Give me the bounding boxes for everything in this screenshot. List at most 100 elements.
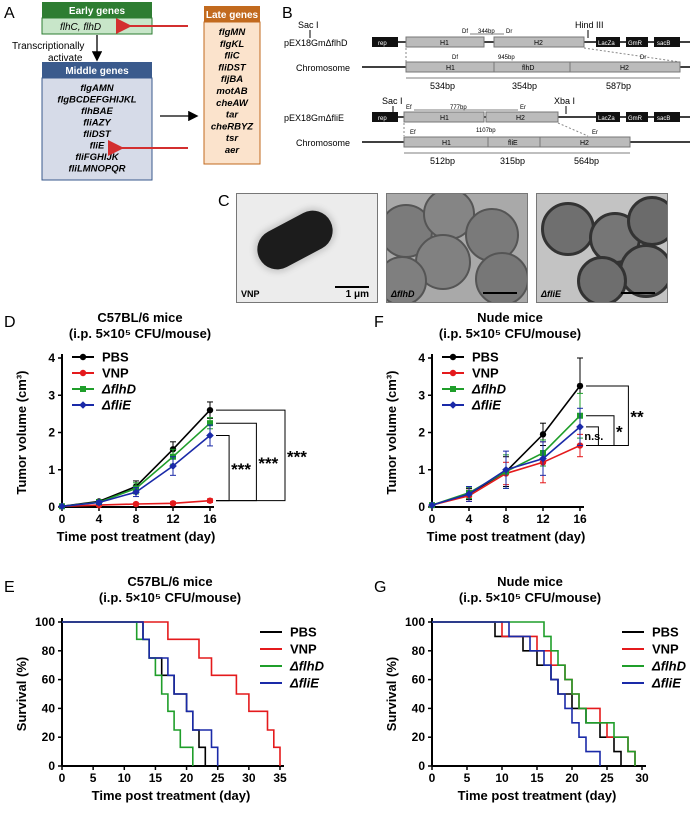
- legend-label: ΔflhD: [471, 382, 507, 397]
- series-ΔflhD: [62, 621, 194, 766]
- y-tick-label: 4: [48, 351, 55, 365]
- legend-label: ΔfliE: [651, 676, 681, 691]
- legend-label: PBS: [290, 625, 317, 640]
- legend-label: ΔfliE: [471, 398, 501, 413]
- y-tick-label: 100: [405, 615, 425, 629]
- site-xbai: Xba I: [554, 96, 575, 106]
- data-point: [95, 498, 103, 507]
- legend-marker: [79, 401, 87, 409]
- x-tick-label: 8: [133, 512, 140, 526]
- late-gene-aer: aer: [225, 145, 241, 156]
- block-h1-1: H1: [440, 40, 449, 47]
- micrograph-label-flie: ΔfliE: [541, 289, 562, 299]
- legend-label: ΔfliE: [101, 398, 131, 413]
- scale-bar-flhd: [483, 292, 517, 294]
- transcription-label-1: Transcriptionally: [12, 41, 84, 52]
- legend-label: PBS: [652, 625, 679, 640]
- legend-marker: [449, 401, 457, 409]
- legend: PBS VNP ΔflhD ΔfliE: [622, 625, 687, 691]
- x-axis-label: Time post treatment (day): [57, 529, 216, 544]
- late-gene-fliDST: fliDST: [218, 62, 247, 73]
- block-sacb-1: sacB: [657, 41, 670, 47]
- legend-label: ΔflhD: [651, 659, 687, 674]
- y-tick-label: 0: [48, 759, 55, 773]
- bracket: [216, 409, 286, 502]
- primer-df-1: Df: [462, 29, 468, 35]
- early-genes-list: flhC, flhD: [60, 22, 101, 33]
- middle-gene-flgAMN: flgAMN: [80, 83, 114, 94]
- chrom-flie: fliE: [508, 140, 518, 147]
- y-axis-label: Tumor volume (cm³): [14, 371, 29, 495]
- x-tick-label: 0: [59, 512, 66, 526]
- len-315: 315bp: [500, 156, 525, 166]
- data-point: [539, 454, 547, 463]
- x-tick-label: 25: [600, 771, 614, 785]
- middle-gene-fliLMNOPQR: fliLMNOPQR: [69, 164, 126, 175]
- y-axis-label: Tumor volume (cm³): [384, 371, 399, 495]
- bracket: [216, 434, 230, 502]
- x-axis-label: Time post treatment (day): [92, 788, 251, 803]
- scale-bar: [335, 286, 369, 288]
- middle-genes-title: Middle genes: [65, 66, 129, 77]
- bracket: [586, 385, 629, 447]
- chart-f: Nude mice(i.p. 5×10⁵ CFU/mouse)0 4 8 12 1601…: [384, 310, 644, 544]
- survival-curve-VNP: [432, 621, 636, 766]
- x-tick-label: 8: [503, 512, 510, 526]
- early-genes-title: Early genes: [69, 6, 126, 17]
- site-saci-2: Sac I: [382, 96, 403, 106]
- y-tick-label: 60: [412, 673, 426, 687]
- late-gene-fljBA: fljBA: [221, 74, 243, 85]
- data-point: [132, 500, 140, 508]
- panel-letter-f: F: [374, 314, 384, 331]
- micrograph-flhd: ΔflhD: [386, 193, 528, 303]
- panel-letter-g: G: [374, 579, 386, 596]
- panel-letter-e: E: [4, 579, 15, 596]
- primer-ef-1: Ef: [406, 105, 412, 111]
- panel-a: Early genes flhC, flhD Transcriptionally…: [12, 2, 261, 181]
- series-VNP: [62, 621, 281, 766]
- late-gene-flgMN: flgMN: [219, 27, 247, 38]
- micrograph-label-vnp: VNP: [241, 289, 260, 299]
- data-point: [465, 490, 473, 498]
- legend-marker: [449, 369, 457, 377]
- middle-gene-fliE: fliE: [90, 141, 105, 152]
- legend: PBS VNP ΔflhD ΔfliE: [260, 625, 325, 691]
- y-tick-label: 20: [42, 730, 56, 744]
- dist-945: 945bp: [498, 55, 515, 61]
- legend-marker: [449, 353, 457, 361]
- chart-e: C57BL/6 mice(i.p. 5×10⁵ CFU/mouse) 0 5 10 15…: [14, 574, 325, 803]
- data-point: [428, 501, 436, 509]
- middle-gene-flgBCDEFGHIJKL: flgBCDEFGHIJKL: [57, 95, 136, 106]
- y-tick-label: 40: [42, 701, 56, 715]
- data-point: [502, 465, 510, 474]
- micrograph-flie: ΔfliE: [536, 193, 668, 303]
- late-gene-flgKL: flgKL: [220, 39, 244, 50]
- x-tick-label: 5: [464, 771, 471, 785]
- series-VNP: [432, 621, 636, 766]
- chromosome-label-2: Chromosome: [296, 138, 350, 148]
- charts: C57BL/6 mice(i.p. 5×10⁵ CFU/mouse)0 4 8 12 1…: [14, 310, 687, 803]
- y-tick-label: 1: [418, 463, 425, 477]
- dist-1107: 1107bp: [476, 128, 496, 134]
- x-tick-label: 10: [495, 771, 509, 785]
- data-point: [132, 488, 140, 496]
- primer-dr-1: Dr: [506, 29, 512, 35]
- block-h2-1: H2: [534, 40, 543, 47]
- x-tick-label: 20: [180, 771, 194, 785]
- significance-label: *: [616, 423, 623, 442]
- chart-title: C57BL/6 mice: [97, 310, 182, 325]
- series-PBS: [432, 621, 622, 766]
- series-ΔfliE: [428, 407, 584, 509]
- len-564: 564bp: [574, 156, 599, 166]
- panel-letter-c: C: [218, 193, 230, 210]
- x-axis-label: Time post treatment (day): [427, 529, 586, 544]
- chromosome-label-1: Chromosome: [296, 63, 350, 73]
- y-tick-label: 3: [418, 388, 425, 402]
- x-axis-label: Time post treatment (day): [458, 788, 617, 803]
- survival-curve-VNP: [62, 621, 281, 766]
- len-534: 534bp: [430, 81, 455, 91]
- chart-title: Nude mice: [477, 310, 543, 325]
- y-tick-label: 3: [48, 388, 55, 402]
- x-tick-label: 0: [429, 771, 436, 785]
